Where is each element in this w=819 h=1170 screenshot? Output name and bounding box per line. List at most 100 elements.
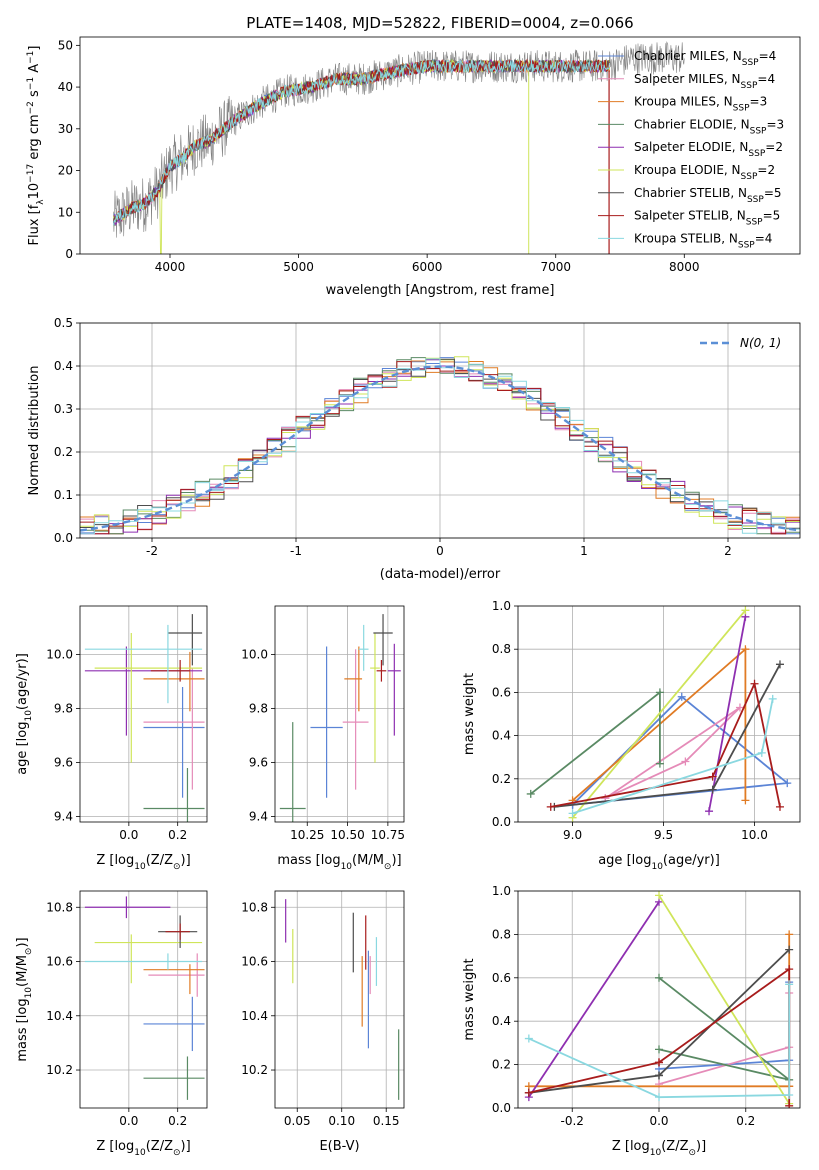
- legend-sub: SSP: [747, 195, 764, 205]
- tick-label-y: 0.0: [492, 815, 511, 829]
- tick-label-y: 0.2: [492, 1058, 511, 1072]
- tick-label-x: 0.15: [373, 1114, 400, 1128]
- tick-label-y: 0.4: [492, 729, 511, 743]
- weight-marker: [750, 679, 759, 688]
- label-part: Flux [f: [27, 204, 42, 245]
- tick-label-x: 0.0: [649, 1114, 668, 1128]
- weight-marker: [655, 688, 664, 697]
- tick-label-y: 10.4: [46, 1009, 73, 1023]
- tick-label-y: 0.4: [492, 1014, 511, 1028]
- tick-label-x: 10.75: [371, 828, 405, 842]
- label-part: )]: [391, 853, 401, 868]
- label-part: )]: [181, 1139, 191, 1154]
- weight-marker: [526, 789, 535, 798]
- weight_vs_Z-axes: -0.2 0.0 0.2 0.0 0.2 0.4 0.6 0.8 1.0 Z [log10(Z/Z…: [462, 884, 801, 1158]
- label-part: age [: [598, 853, 631, 868]
- weight-line-4: [708, 616, 747, 812]
- weight-marker: [741, 796, 750, 805]
- weight-marker: [757, 748, 766, 757]
- label-part: 10: [651, 862, 663, 872]
- label-part: −1: [26, 77, 36, 90]
- weight-marker: [741, 645, 750, 654]
- tick-label-y: 20: [58, 164, 73, 178]
- tick-label-x: 10.25: [290, 828, 324, 842]
- legend-sub: SSP: [733, 104, 750, 114]
- tick-label-x: -0.2: [561, 1114, 584, 1128]
- tick-label-x: -1: [290, 544, 302, 558]
- legend-sub: SSP: [738, 240, 755, 250]
- tick-label-y: 9.8: [249, 702, 268, 716]
- legend-tail: =4: [757, 72, 775, 86]
- tick-label-x: -2: [146, 544, 158, 558]
- label-part: log: [15, 998, 30, 1018]
- tick-label-y: 0.8: [492, 927, 511, 941]
- model-spectrum-8: [112, 58, 610, 226]
- label-part: 10: [24, 987, 34, 999]
- weight-marker: [655, 1058, 663, 1067]
- weight-marker: [708, 785, 717, 794]
- x-axis-label: E(B-V): [319, 1139, 359, 1154]
- label-part: (M/M: [15, 955, 30, 987]
- x-axis-label: mass [log10(M/M⊙)]: [277, 853, 401, 872]
- legend-sub: SSP: [741, 172, 758, 182]
- weight-line-5: [658, 894, 790, 1105]
- label-part: (Z/Z: [661, 1139, 688, 1154]
- figure-title: PLATE=1408, MJD=52822, FIBERID=0004, z=0…: [246, 14, 633, 32]
- tick-label-x: 0.2: [168, 828, 187, 842]
- tick-label-x: 0.05: [284, 1114, 311, 1128]
- weight-line-1: [658, 993, 791, 1085]
- label-part: mass [: [15, 1018, 30, 1061]
- legend-text: Chabrier ELODIE, N: [634, 117, 750, 131]
- residual-hist-8: [80, 358, 800, 535]
- legend-tail: =2: [765, 140, 783, 154]
- label-part: A: [27, 64, 42, 77]
- tick-label-y: 30: [58, 122, 73, 136]
- legend-label: Salpeter ELODIE, NSSP=2: [634, 140, 783, 159]
- label-part: (age/yr)]: [15, 653, 30, 710]
- tick-label-x: 0.10: [328, 1114, 355, 1128]
- tick-label-x: 6000: [412, 260, 443, 274]
- weight-line-4: [528, 901, 660, 1098]
- legend-label: Kroupa STELIB, NSSP=4: [634, 231, 772, 250]
- tick-label-x: 0.2: [168, 1114, 187, 1128]
- label-part: Z [: [96, 853, 114, 868]
- legend-text: Chabrier STELIB, N: [634, 186, 747, 200]
- tick-label-x: 10.0: [741, 828, 768, 842]
- label-part: log: [321, 853, 341, 868]
- tick-label-y: 1.0: [492, 884, 511, 898]
- tick-label-x: 9.0: [563, 828, 582, 842]
- weight-marker: [708, 772, 717, 781]
- label-part: mass [: [277, 853, 320, 868]
- weight-marker: [785, 945, 794, 954]
- age_vs_Z-frame: [79, 605, 208, 823]
- x-axis-label: age [log10(age/yr)]: [598, 853, 720, 872]
- tick-label-y: 9.8: [54, 702, 73, 716]
- residuals-plot: [80, 356, 800, 535]
- label-part: 10: [134, 862, 146, 872]
- weight-marker: [568, 809, 577, 818]
- label-part: 10: [341, 862, 353, 872]
- spectrum-frame: [79, 36, 801, 255]
- tick-label-y: 10.4: [241, 1009, 268, 1023]
- y-axis-label: Normed distribution: [27, 366, 42, 496]
- tick-label-y: 10.8: [46, 900, 73, 914]
- y-axis-label: mass weight: [462, 673, 477, 755]
- spectrum-plot: [112, 41, 685, 254]
- legend-sub: SSP: [742, 58, 759, 68]
- weight-marker: [785, 1090, 794, 1099]
- age_vs_Z-plot: [84, 614, 205, 822]
- tick-label-y: 1.0: [492, 599, 511, 613]
- label-part: 10: [24, 710, 34, 722]
- age_vs_mass-frame: [274, 605, 405, 823]
- label-part: Z [: [612, 1139, 630, 1154]
- label-part: )]: [696, 1139, 706, 1154]
- legend-text: Salpeter ELODIE, N: [634, 140, 748, 154]
- legend-tail: =5: [764, 186, 782, 200]
- label-part: ⊙: [384, 862, 392, 872]
- weight-line-5: [571, 609, 747, 819]
- label-part: age [: [15, 741, 30, 774]
- tick-label-y: 0.2: [492, 772, 511, 786]
- tick-label-x: 1: [580, 544, 588, 558]
- tick-label-x: 0: [436, 544, 444, 558]
